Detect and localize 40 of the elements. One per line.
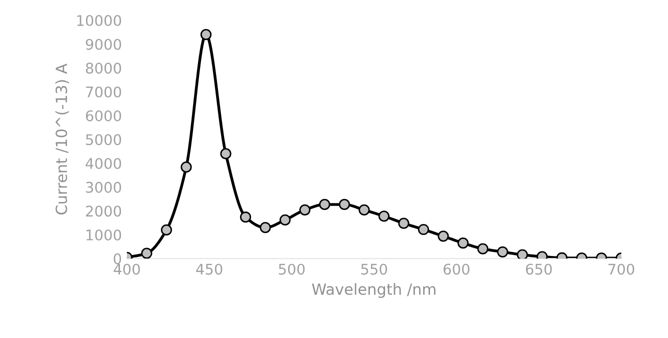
point bbox=[398, 218, 410, 229]
y-tick-label: 3000 bbox=[86, 182, 122, 193]
y-tick-label: 6000 bbox=[86, 110, 122, 122]
point bbox=[438, 230, 449, 242]
point bbox=[458, 238, 469, 249]
y-tick-label: 0 bbox=[114, 253, 122, 264]
y-tick-label: 8000 bbox=[86, 62, 122, 74]
x-tick-label: 650 bbox=[526, 264, 552, 275]
point bbox=[418, 224, 430, 236]
point bbox=[141, 248, 152, 259]
point bbox=[160, 224, 172, 236]
y-tick-label: 10000 bbox=[77, 14, 122, 26]
x-tick-label: 400 bbox=[114, 264, 140, 275]
point bbox=[180, 162, 192, 173]
y-tick-label: 2000 bbox=[86, 206, 122, 217]
x-tick-label: 500 bbox=[278, 264, 305, 275]
point bbox=[477, 243, 488, 254]
y-tick-label: 7000 bbox=[86, 86, 122, 98]
point bbox=[260, 222, 271, 234]
x-tick-label: 450 bbox=[196, 264, 222, 275]
y-axis-title: Current /10^(-13) A bbox=[55, 64, 69, 214]
point bbox=[299, 204, 310, 216]
y-tick-label: 9000 bbox=[86, 38, 122, 50]
point bbox=[516, 249, 528, 259]
point bbox=[338, 198, 350, 210]
point bbox=[280, 214, 291, 226]
point bbox=[378, 210, 390, 222]
y-tick-label: 4000 bbox=[86, 158, 122, 169]
point bbox=[200, 29, 212, 40]
x-tick-label: 700 bbox=[608, 264, 634, 275]
point bbox=[319, 198, 330, 210]
point bbox=[240, 212, 252, 223]
point bbox=[220, 148, 232, 160]
point bbox=[497, 246, 508, 258]
y-tick-label: 1000 bbox=[86, 229, 122, 240]
x-tick-label: 600 bbox=[444, 264, 470, 275]
point bbox=[358, 204, 370, 216]
x-axis-title: Wavelength /nm bbox=[312, 283, 436, 298]
y-tick-label: 5000 bbox=[86, 134, 122, 146]
x-tick-label: 550 bbox=[361, 264, 388, 275]
